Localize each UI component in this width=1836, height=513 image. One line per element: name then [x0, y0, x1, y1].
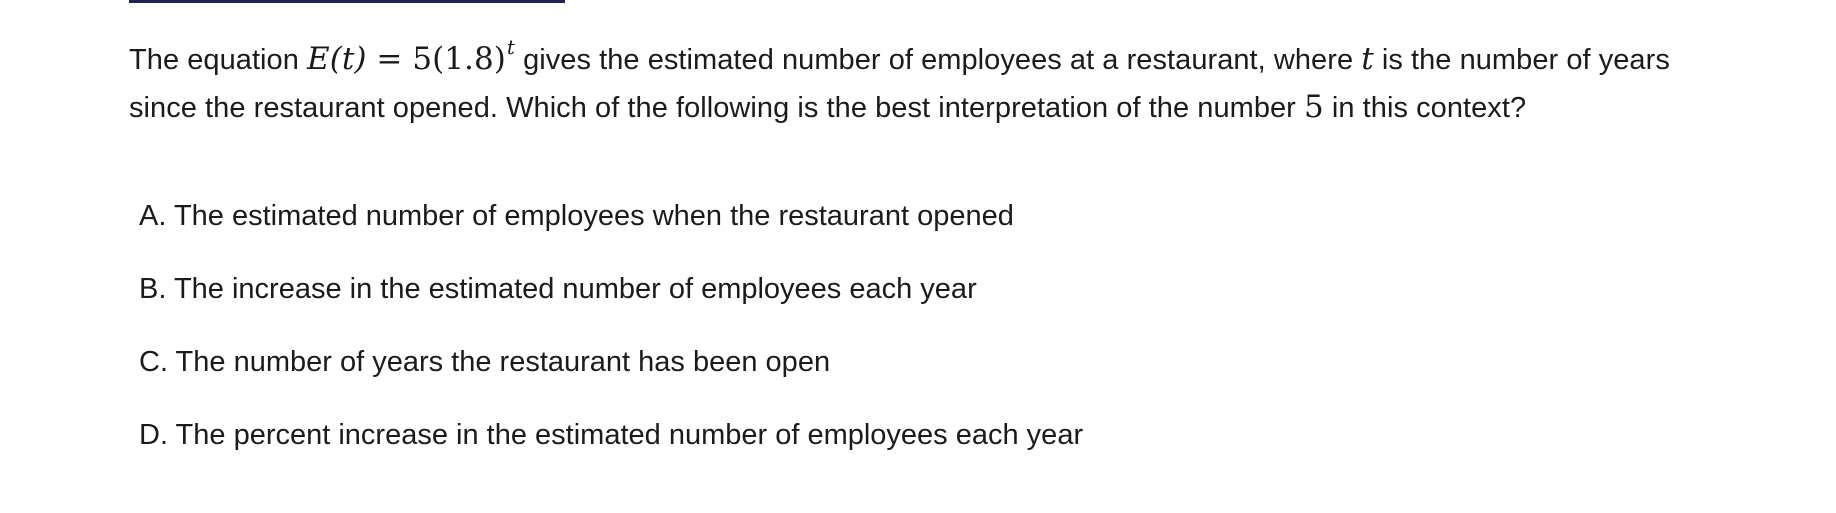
choice-letter: B. — [139, 273, 167, 305]
equation-coefficient: 5 — [412, 41, 433, 77]
choice-text: The estimated number of employees when t… — [173, 200, 1014, 232]
equation: E(t) = 5(1.8)t — [307, 35, 515, 77]
question-end: in this context? — [1331, 92, 1527, 124]
number-five: 5 — [1304, 89, 1324, 125]
equation-base: (1.8) — [432, 41, 506, 77]
equation-exponent: t — [506, 35, 515, 59]
answer-choices: A. The estimated number of employees whe… — [139, 192, 1083, 484]
question-intro: The equation — [129, 44, 299, 76]
question-mid: gives the estimated number of employees … — [523, 44, 1354, 76]
question-text: The equation E(t) = 5(1.8)t gives the es… — [129, 35, 1709, 131]
choice-a[interactable]: A. The estimated number of employees whe… — [139, 192, 1083, 265]
variable-t: t — [1361, 41, 1374, 77]
choice-text: The increase in the estimated number of … — [173, 273, 977, 305]
equation-equals: = — [376, 41, 403, 77]
question-mid2: is the number of years since the restaur… — [129, 44, 1670, 124]
choice-c[interactable]: C. The number of years the restaurant ha… — [139, 338, 1083, 411]
choice-letter: D. — [139, 419, 168, 451]
top-divider — [129, 0, 565, 3]
choice-b[interactable]: B. The increase in the estimated number … — [139, 265, 1083, 338]
choice-text: The percent increase in the estimated nu… — [175, 419, 1084, 451]
choice-letter: C. — [139, 346, 168, 378]
choice-d[interactable]: D. The percent increase in the estimated… — [139, 411, 1083, 484]
choice-letter: A. — [139, 200, 167, 232]
equation-lhs: E(t) — [307, 41, 367, 77]
choice-text: The number of years the restaurant has b… — [175, 346, 831, 378]
